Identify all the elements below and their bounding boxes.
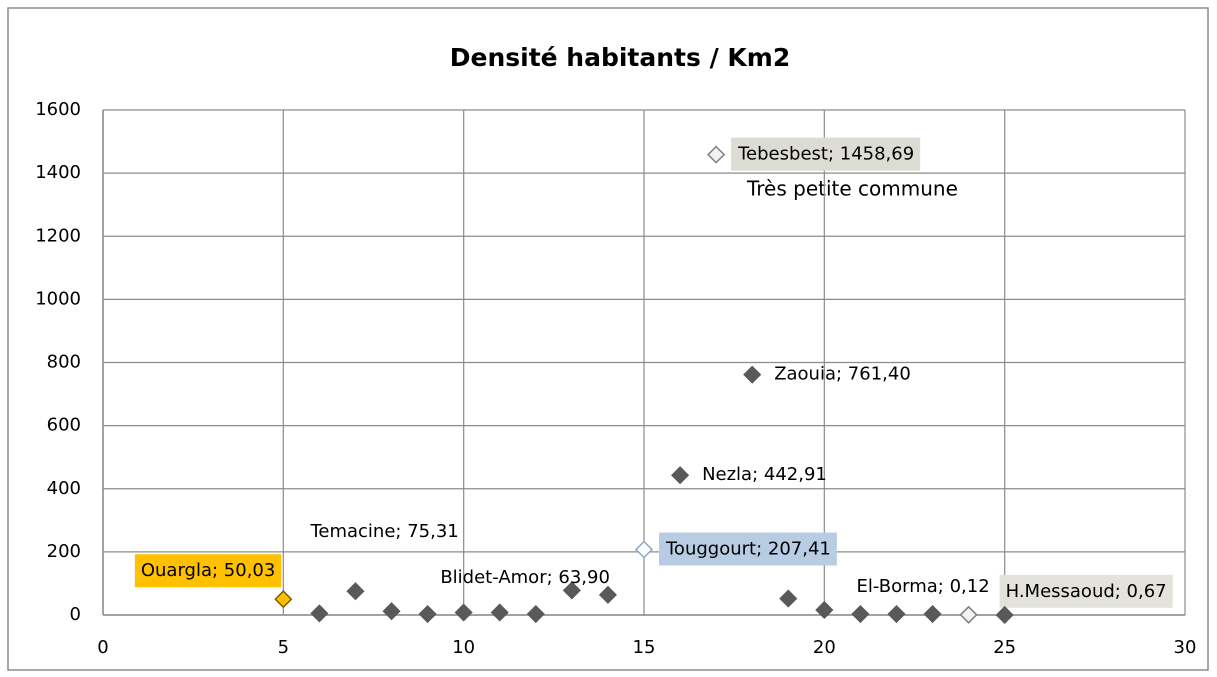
- marker: [490, 603, 509, 622]
- marker: [382, 602, 401, 621]
- x-tick-label: 5: [278, 637, 289, 658]
- marker: [671, 466, 690, 485]
- data-label-box: [134, 554, 282, 588]
- marker: [887, 604, 906, 624]
- y-tick-label: 800: [47, 352, 81, 373]
- marker: [454, 603, 473, 622]
- marker: [995, 605, 1014, 625]
- y-tick-label: 400: [47, 478, 81, 499]
- marker: [526, 604, 545, 624]
- data-label: H.Messaoud; 0,67: [1006, 581, 1167, 602]
- y-tick-label: 1600: [35, 99, 81, 120]
- marker: [851, 604, 870, 624]
- data-label-box: [999, 574, 1173, 608]
- marker: [346, 582, 365, 601]
- data-label: Ouargla; 50,03: [141, 560, 275, 581]
- data-label-box: [731, 137, 921, 171]
- y-tick-label: 200: [47, 541, 81, 562]
- data-label: Blidet-Amor; 63,90: [440, 567, 610, 588]
- y-tick-label: 0: [70, 604, 81, 625]
- y-tick-label: 600: [47, 415, 81, 436]
- data-label: Touggourt; 207,41: [665, 539, 831, 560]
- marker: [779, 589, 798, 608]
- x-tick-label: 30: [1174, 637, 1197, 658]
- data-label: Tebesbest; 1458,69: [737, 144, 914, 165]
- marker: [743, 365, 762, 384]
- data-label: Zaouia; 761,40: [774, 364, 911, 385]
- y-tick-label: 1200: [35, 225, 81, 246]
- marker: [562, 581, 581, 600]
- annotation: Très petite commune: [746, 177, 958, 201]
- marker: [923, 604, 942, 624]
- marker: [598, 585, 617, 604]
- marker: [815, 600, 834, 620]
- x-tick-label: 15: [633, 637, 656, 658]
- data-label: El-Borma; 0,12: [857, 576, 990, 597]
- marker: [707, 145, 726, 164]
- data-label: Temacine; 75,31: [309, 521, 458, 542]
- x-tick-label: 0: [97, 637, 108, 658]
- y-tick-label: 1000: [35, 288, 81, 309]
- data-label: Nezla; 442,91: [702, 464, 827, 485]
- marker: [634, 540, 654, 559]
- marker: [274, 590, 293, 609]
- x-tick-label: 10: [452, 637, 475, 658]
- x-tick-label: 20: [813, 637, 836, 658]
- y-tick-label: 1400: [35, 162, 81, 183]
- chart-title: Densité habitants / Km2: [450, 43, 791, 72]
- x-tick-label: 25: [993, 637, 1016, 658]
- marker: [959, 605, 978, 624]
- marker: [418, 604, 437, 624]
- marker: [310, 604, 329, 623]
- data-label-box: [659, 532, 837, 566]
